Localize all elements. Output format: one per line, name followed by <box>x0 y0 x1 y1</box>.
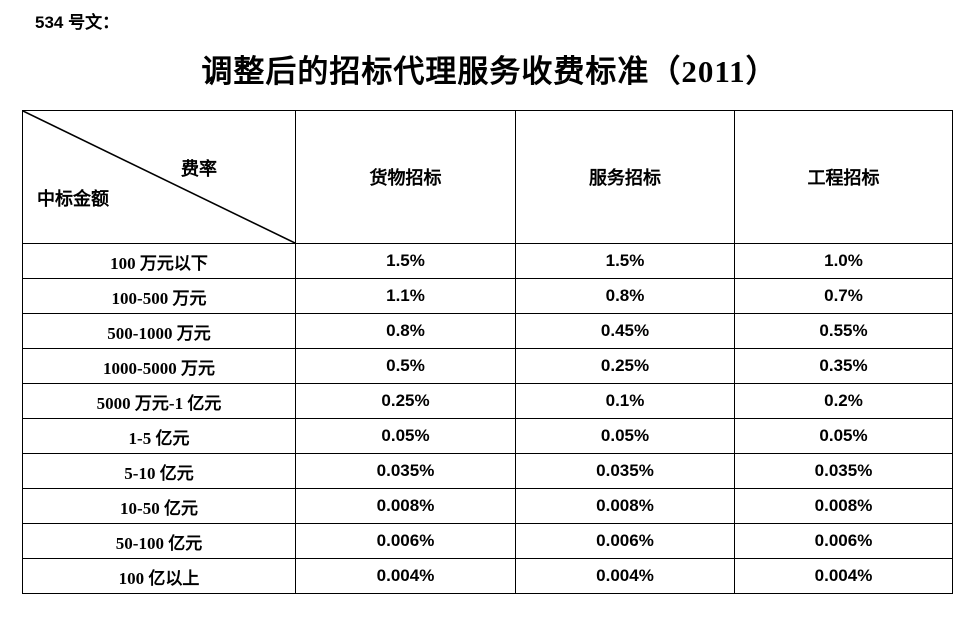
diagonal-divider-line <box>23 111 295 243</box>
row-label: 5000 万元-1 亿元 <box>22 383 296 419</box>
fee-standard-table: 费率 中标金额 货物招标 服务招标 工程招标 100 万元以下 1.5% 1.5… <box>22 110 953 594</box>
fee-cell: 0.006% <box>295 523 516 559</box>
table-row: 5000 万元-1 亿元 0.25% 0.1% 0.2% <box>22 383 953 419</box>
row-label: 1-5 亿元 <box>22 418 296 454</box>
table-row: 1000-5000 万元 0.5% 0.25% 0.35% <box>22 348 953 384</box>
fee-cell: 0.25% <box>515 348 735 384</box>
fee-cell: 0.35% <box>734 348 953 384</box>
table-row: 50-100 亿元 0.006% 0.006% 0.006% <box>22 523 953 559</box>
fee-cell: 0.45% <box>515 313 735 349</box>
row-label: 100 亿以上 <box>22 558 296 594</box>
table-row: 100 万元以下 1.5% 1.5% 1.0% <box>22 243 953 279</box>
fee-cell: 0.05% <box>295 418 516 454</box>
row-label: 5-10 亿元 <box>22 453 296 489</box>
row-label: 50-100 亿元 <box>22 523 296 559</box>
fee-cell: 0.05% <box>515 418 735 454</box>
fee-cell: 0.035% <box>734 453 953 489</box>
fee-cell: 0.55% <box>734 313 953 349</box>
column-header-engineering: 工程招标 <box>734 110 953 244</box>
fee-cell: 0.035% <box>295 453 516 489</box>
corner-label-bid-amount: 中标金额 <box>37 189 109 209</box>
fee-cell: 0.008% <box>515 488 735 524</box>
corner-label-fee-rate: 费率 <box>181 159 217 179</box>
fee-cell: 0.008% <box>295 488 516 524</box>
fee-cell: 1.1% <box>295 278 516 314</box>
fee-cell: 0.006% <box>734 523 953 559</box>
fee-cell: 1.5% <box>515 243 735 279</box>
row-label: 1000-5000 万元 <box>22 348 296 384</box>
fee-cell: 0.008% <box>734 488 953 524</box>
table-row: 500-1000 万元 0.8% 0.45% 0.55% <box>22 313 953 349</box>
fee-cell: 0.8% <box>515 278 735 314</box>
row-label: 100-500 万元 <box>22 278 296 314</box>
fee-cell: 0.05% <box>734 418 953 454</box>
fee-cell: 0.004% <box>734 558 953 594</box>
fee-cell: 0.1% <box>515 383 735 419</box>
corner-header-cell: 费率 中标金额 <box>22 110 296 244</box>
fee-cell: 0.004% <box>515 558 735 594</box>
table-row: 100 亿以上 0.004% 0.004% 0.004% <box>22 558 953 594</box>
row-label: 10-50 亿元 <box>22 488 296 524</box>
table-row: 100-500 万元 1.1% 0.8% 0.7% <box>22 278 953 314</box>
table-row: 5-10 亿元 0.035% 0.035% 0.035% <box>22 453 953 489</box>
column-header-services: 服务招标 <box>515 110 735 244</box>
fee-cell: 0.25% <box>295 383 516 419</box>
fee-cell: 0.035% <box>515 453 735 489</box>
table-row: 10-50 亿元 0.008% 0.008% 0.008% <box>22 488 953 524</box>
fee-cell: 1.0% <box>734 243 953 279</box>
table-row: 1-5 亿元 0.05% 0.05% 0.05% <box>22 418 953 454</box>
row-label: 500-1000 万元 <box>22 313 296 349</box>
column-header-goods: 货物招标 <box>295 110 516 244</box>
fee-cell: 0.2% <box>734 383 953 419</box>
fee-cell: 0.7% <box>734 278 953 314</box>
fee-cell: 0.8% <box>295 313 516 349</box>
table-header-row: 费率 中标金额 货物招标 服务招标 工程招标 <box>22 110 953 244</box>
fee-cell: 0.5% <box>295 348 516 384</box>
fee-cell: 0.006% <box>515 523 735 559</box>
fee-cell: 0.004% <box>295 558 516 594</box>
fee-cell: 1.5% <box>295 243 516 279</box>
row-label: 100 万元以下 <box>22 243 296 279</box>
page-title: 调整后的招标代理服务收费标准（2011） <box>201 54 778 89</box>
doc-number-label: 534 号文： <box>35 13 120 32</box>
